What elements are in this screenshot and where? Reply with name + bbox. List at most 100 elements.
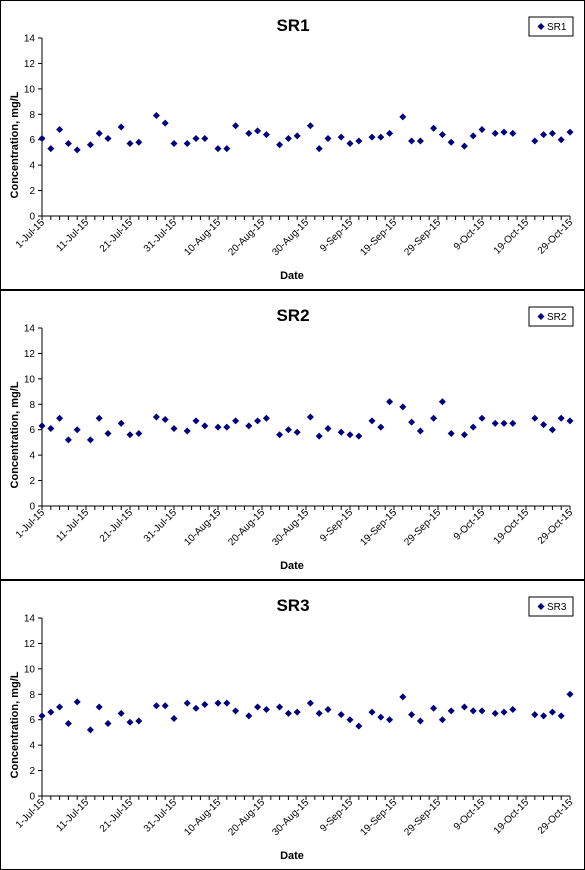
data-point bbox=[346, 140, 354, 148]
data-point bbox=[170, 424, 178, 432]
data-point bbox=[509, 706, 517, 714]
axes bbox=[38, 37, 571, 220]
data-point bbox=[531, 137, 539, 145]
y-tick-label: 10 bbox=[24, 664, 36, 675]
data-point bbox=[135, 138, 143, 146]
data-point bbox=[399, 403, 407, 411]
x-tick-label: 20-Aug-15 bbox=[226, 507, 267, 548]
chart-title: SR2 bbox=[276, 306, 309, 325]
legend: SR1 bbox=[528, 16, 574, 37]
data-point bbox=[447, 430, 455, 438]
x-tick-label: 11-Jul-15 bbox=[54, 507, 91, 544]
legend-label: SR1 bbox=[547, 22, 567, 33]
data-point bbox=[201, 700, 209, 708]
y-tick-label: 12 bbox=[24, 59, 36, 70]
chart-title: SR1 bbox=[276, 16, 309, 35]
y-tick-label: 4 bbox=[29, 741, 35, 752]
data-point bbox=[86, 141, 94, 149]
data-point bbox=[478, 414, 486, 422]
data-point bbox=[152, 112, 160, 120]
chart-panel-sr2: SR2 SR2 0 2 4 6 8 10 12 14 1-Jul-15 11-Jul-15 21-… bbox=[0, 290, 585, 580]
data-point bbox=[416, 427, 424, 435]
data-point bbox=[377, 423, 385, 431]
y-tick-labels: 0 2 4 6 8 10 12 14 bbox=[24, 34, 36, 223]
data-point bbox=[245, 129, 253, 137]
x-tick-label: 9-Oct-15 bbox=[452, 217, 488, 253]
x-tick-label: 9-Sep-15 bbox=[318, 217, 355, 254]
legend-box bbox=[528, 596, 574, 617]
data-point bbox=[56, 703, 64, 711]
data-point bbox=[64, 140, 72, 148]
x-tick-labels: 1-Jul-15 11-Jul-15 21-Jul-15 31-Jul-15 10-Au… bbox=[14, 507, 576, 548]
data-point bbox=[56, 126, 64, 134]
data-point bbox=[73, 426, 81, 434]
data-point bbox=[337, 711, 345, 719]
data-point bbox=[152, 702, 160, 710]
legend: SR2 bbox=[528, 306, 574, 327]
data-point bbox=[306, 122, 314, 130]
data-point bbox=[478, 707, 486, 715]
data-point bbox=[438, 131, 446, 139]
data-points bbox=[38, 112, 574, 154]
data-point bbox=[201, 134, 209, 142]
data-point bbox=[548, 708, 556, 716]
axes bbox=[38, 327, 571, 510]
y-tick-label: 2 bbox=[29, 186, 35, 197]
data-point bbox=[152, 413, 160, 421]
data-point bbox=[355, 432, 363, 440]
x-tick-label: 9-Sep-15 bbox=[318, 507, 355, 544]
data-point bbox=[201, 422, 209, 430]
data-points bbox=[38, 690, 574, 734]
data-point bbox=[408, 418, 416, 426]
data-point bbox=[399, 113, 407, 121]
data-point bbox=[56, 414, 64, 422]
data-point bbox=[183, 699, 191, 707]
x-tick-label: 9-Sep-15 bbox=[318, 797, 355, 834]
x-tick-label: 19-Oct-15 bbox=[492, 507, 532, 547]
x-tick-label: 31-Jul-15 bbox=[142, 507, 180, 545]
x-tick-label: 21-Jul-15 bbox=[98, 217, 136, 255]
data-point bbox=[293, 428, 301, 436]
data-point bbox=[557, 414, 565, 422]
x-tick-label: 29-Oct-15 bbox=[536, 217, 576, 257]
data-point bbox=[73, 146, 81, 154]
x-tick-label: 21-Jul-15 bbox=[98, 797, 136, 835]
data-point bbox=[38, 134, 46, 142]
data-point bbox=[192, 704, 200, 712]
x-tick-label: 11-Jul-15 bbox=[54, 797, 91, 834]
x-tick-label: 31-Jul-15 bbox=[142, 217, 180, 255]
data-point bbox=[566, 417, 574, 425]
y-tick-label: 4 bbox=[29, 451, 35, 462]
data-point bbox=[86, 726, 94, 734]
data-point bbox=[192, 134, 200, 142]
x-tick-label: 10-Aug-15 bbox=[182, 507, 223, 548]
y-tick-label: 14 bbox=[24, 324, 36, 335]
data-point bbox=[161, 416, 169, 424]
data-point bbox=[47, 708, 55, 716]
data-point bbox=[38, 712, 46, 720]
data-point bbox=[245, 422, 253, 430]
y-tick-label: 8 bbox=[29, 690, 35, 701]
legend-marker bbox=[537, 313, 545, 320]
data-point bbox=[324, 134, 332, 142]
data-point bbox=[254, 417, 262, 425]
data-point bbox=[306, 413, 314, 421]
data-point bbox=[430, 704, 438, 712]
data-point bbox=[284, 134, 292, 142]
x-tick-labels: 1-Jul-15 11-Jul-15 21-Jul-15 31-Jul-15 10-Au… bbox=[14, 217, 576, 258]
data-point bbox=[183, 140, 191, 148]
y-tick-label: 6 bbox=[29, 135, 35, 146]
data-point bbox=[47, 145, 55, 153]
data-point bbox=[73, 698, 81, 706]
data-point bbox=[306, 699, 314, 707]
chart-svg: SR2 SR2 0 2 4 6 8 10 12 14 1-Jul-15 11-Jul-15 21-… bbox=[9, 306, 576, 572]
y-tick-labels: 0 2 4 6 8 10 12 14 bbox=[24, 614, 36, 803]
data-point bbox=[254, 703, 262, 711]
data-point bbox=[293, 708, 301, 716]
data-point bbox=[355, 722, 363, 730]
data-point bbox=[183, 427, 191, 435]
y-axis-label: Concentration, mg/L bbox=[9, 381, 21, 488]
data-point bbox=[386, 398, 394, 406]
data-point bbox=[95, 414, 103, 422]
